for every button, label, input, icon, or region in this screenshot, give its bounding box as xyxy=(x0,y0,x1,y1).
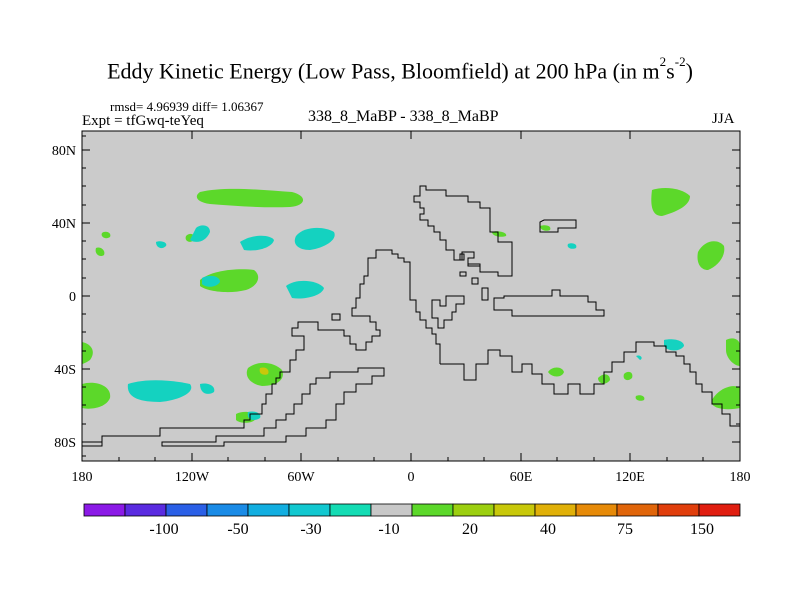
experiment-label: Expt = tfGwq-teYeq xyxy=(82,113,204,129)
y-tick-label: 40N xyxy=(52,217,76,232)
colorbar-box xyxy=(124,503,167,517)
y-tick-labels: 80N 40N 0 40S 80S xyxy=(52,144,76,451)
x-tick-labels: 180 120W 60W 0 60E 120E 180 xyxy=(72,470,751,485)
colorbar xyxy=(83,503,741,517)
colorbar-label: 75 xyxy=(617,521,633,538)
colorbar-labels: -100 -50 -30 -10 20 40 75 150 xyxy=(149,521,714,538)
y-axis-ticks xyxy=(82,135,740,457)
colorbar-box xyxy=(288,503,331,517)
colorbar-box xyxy=(370,503,413,517)
colorbar-box xyxy=(452,503,495,517)
title-close: ) xyxy=(685,58,693,84)
colorbar-box xyxy=(534,503,577,517)
map-title: Eddy Kinetic Energy (Low Pass, Bloomfiel… xyxy=(0,54,800,84)
y-tick-label: 40S xyxy=(54,363,76,378)
title-exponent-2: -2 xyxy=(674,54,686,69)
stats-label: rmsd= 4.96939 diff= 1.06367 xyxy=(110,99,264,114)
negative-anomaly-regions xyxy=(127,225,684,420)
x-tick-label: 60E xyxy=(510,470,533,485)
colorbar-label: 40 xyxy=(540,521,556,538)
y-tick-label: 80N xyxy=(52,144,76,159)
x-tick-label: 180 xyxy=(730,470,751,485)
x-tick-label: 60W xyxy=(287,470,315,485)
colorbar-box xyxy=(411,503,454,517)
map-background xyxy=(82,131,740,461)
colorbar-box xyxy=(575,503,618,517)
season-label: JJA xyxy=(712,111,735,127)
colorbar-box xyxy=(165,503,208,517)
coastline xyxy=(82,185,740,447)
colorbar-box xyxy=(698,503,741,517)
x-tick-label: 0 xyxy=(408,470,415,485)
colorbar-label: 150 xyxy=(690,521,714,538)
yellow-spot xyxy=(259,367,269,375)
y-tick-label: 0 xyxy=(69,290,76,305)
difference-label: 338_8_MaBP - 338_8_MaBP xyxy=(308,108,499,125)
colorbar-box xyxy=(657,503,700,517)
colorbar-box xyxy=(616,503,659,517)
colorbar-label: 20 xyxy=(462,521,478,538)
x-tick-label: 120E xyxy=(615,470,645,485)
colorbar-label: -30 xyxy=(300,521,321,538)
colorbar-box xyxy=(247,503,290,517)
title-unit-s: s xyxy=(666,58,675,84)
x-tick-label: 120W xyxy=(175,470,210,485)
x-axis-ticks xyxy=(118,131,704,461)
colorbar-box xyxy=(493,503,536,517)
x-tick-label: 180 xyxy=(72,470,93,485)
y-tick-label: 80S xyxy=(54,436,76,451)
colorbar-box xyxy=(206,503,249,517)
colorbar-box xyxy=(83,503,126,517)
colorbar-label: -50 xyxy=(227,521,248,538)
colorbar-label: -100 xyxy=(149,521,178,538)
title-exponent-1: 2 xyxy=(659,54,667,69)
colorbar-box xyxy=(329,503,372,517)
colorbar-label: -10 xyxy=(378,521,399,538)
title-text: Eddy Kinetic Energy (Low Pass, Bloomfiel… xyxy=(107,58,660,84)
